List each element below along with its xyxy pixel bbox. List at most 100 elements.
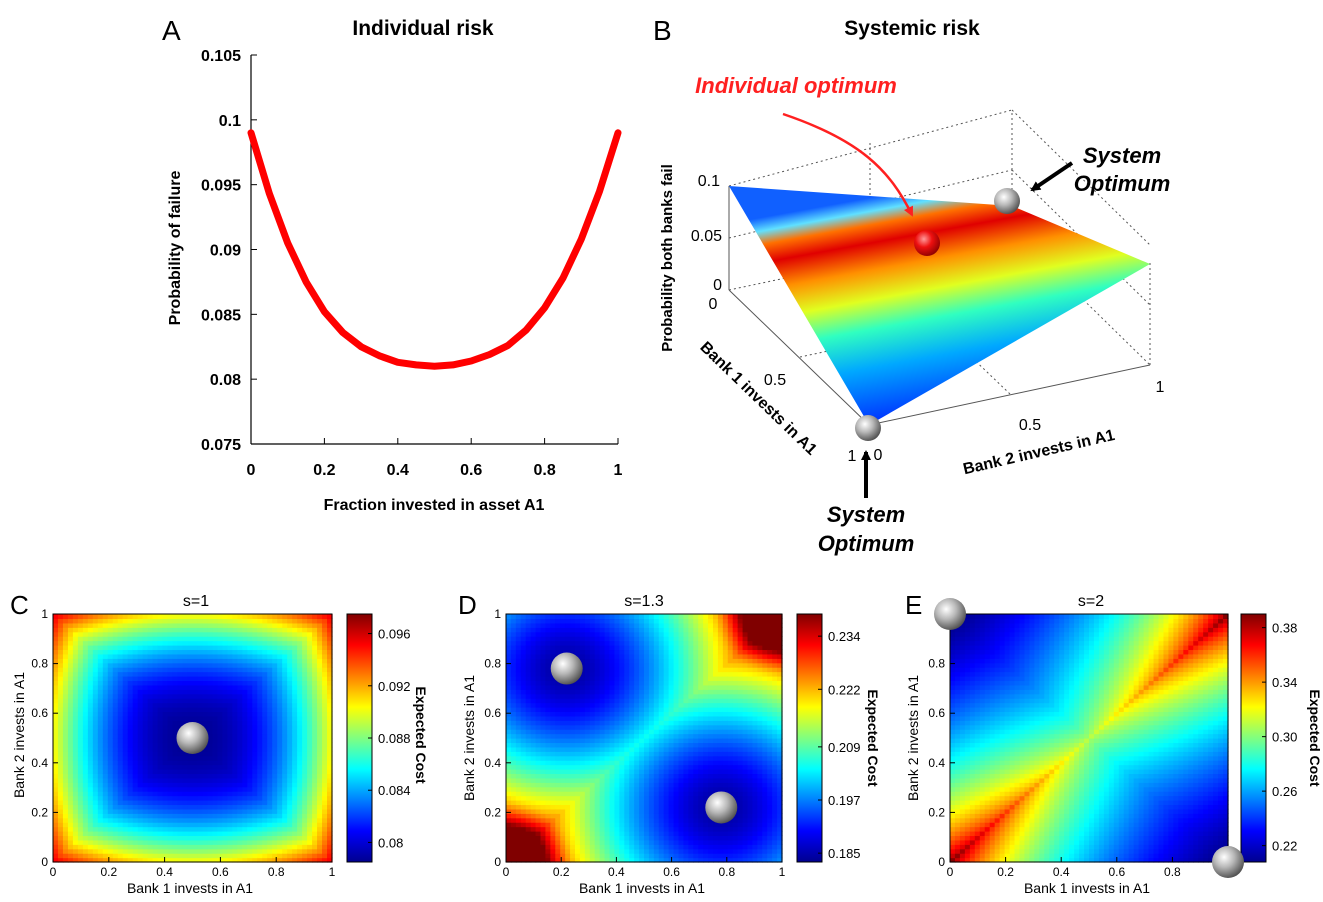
heatmap-cell [287, 684, 293, 690]
heatmap-cell [53, 715, 59, 721]
heatmap-cell [167, 733, 174, 739]
heatmap-cell [589, 676, 596, 682]
heatmap-cell [639, 698, 645, 704]
heatmap-cell [207, 724, 214, 730]
heatmap-cell [614, 760, 620, 766]
heatmap-cell [599, 618, 606, 624]
heatmap-cell [570, 640, 576, 646]
heatmap-cell [535, 707, 542, 713]
heatmap-cell [307, 777, 313, 783]
panel-b-ytick-1: 1 [848, 448, 857, 465]
heatmap-cell [187, 817, 194, 823]
heatmap-cell [77, 618, 84, 624]
heatmap-cell [545, 662, 551, 668]
heatmap-cell [122, 839, 129, 845]
heatmap-cell [634, 680, 640, 686]
heatmap-cell [117, 684, 124, 690]
heatmap-cell [639, 711, 645, 717]
heatmap-cell [520, 649, 527, 655]
heatmap-cell [322, 831, 328, 837]
heatmap-cell [579, 724, 586, 730]
heatmap-cell [287, 711, 293, 717]
heatmap-cell [217, 636, 223, 642]
heatmap-cell [82, 693, 89, 699]
heatmap-cell [584, 724, 591, 730]
heatmap-cell [157, 645, 164, 651]
heatmap-cell [172, 786, 179, 792]
heatmap-cell [550, 795, 556, 801]
heatmap-cell [217, 822, 223, 828]
heatmap-cell [122, 817, 129, 823]
heatmap-cell [594, 715, 601, 721]
heatmap-cell [565, 636, 571, 642]
heatmap-cell [550, 822, 556, 828]
heatmap-cell [247, 693, 253, 699]
heatmap-cell [327, 777, 333, 783]
heatmap-cell [653, 636, 660, 642]
heatmap-cell [157, 627, 164, 633]
heatmap-cell [312, 631, 318, 637]
heatmap-cell [62, 826, 69, 832]
heatmap-cell [132, 733, 139, 739]
panel-a-curve [247, 129, 622, 370]
heatmap-cell [107, 676, 114, 682]
heatmap-cell [232, 746, 238, 752]
heatmap-cell [152, 782, 159, 788]
heatmap-cell [137, 831, 144, 837]
heatmap-cell [292, 738, 298, 744]
heatmap-cell [132, 808, 139, 814]
heatmap-cell [112, 622, 119, 628]
heatmap-cell [570, 755, 576, 761]
heatmap-cell [634, 760, 640, 766]
heatmap-cell [634, 782, 640, 788]
heatmap-cell [555, 835, 561, 841]
heatmap-cell [172, 680, 179, 686]
heatmap-cell [137, 649, 144, 655]
heatmap-cell [142, 773, 149, 779]
heatmap-cell [565, 804, 571, 810]
heatmap-cell [247, 733, 253, 739]
heatmap-cell [192, 653, 199, 659]
heatmap-cell [302, 627, 308, 633]
heatmap-cell [272, 645, 278, 651]
heatmap-cell [192, 795, 199, 801]
heatmap-cell [82, 645, 89, 651]
heatmap-cell [297, 835, 303, 841]
heatmap-cell [92, 720, 99, 726]
heatmap-cell [530, 742, 537, 748]
heatmap-cell [648, 631, 655, 637]
heatmap-cell [609, 853, 616, 859]
heatmap-cell [157, 777, 164, 783]
heatmap-cell [545, 649, 551, 655]
heatmap-cell [237, 671, 243, 677]
heatmap-cell [282, 777, 288, 783]
heatmap-cell [327, 835, 333, 841]
heatmap-cell [252, 764, 258, 770]
heatmap-cell [217, 782, 223, 788]
heatmap-cell [257, 777, 263, 783]
heatmap-cell [197, 622, 204, 628]
panel-a: A Individual risk 0.0750.080.0850.090.09… [162, 15, 623, 514]
heatmap-cell [162, 751, 169, 757]
heatmap-cell [127, 857, 134, 863]
heatmap-cell [535, 844, 542, 850]
heatmap-cell [322, 751, 328, 757]
heatmap-cell [132, 795, 139, 801]
heatmap-cell [575, 755, 581, 761]
heatmap-cell [639, 751, 645, 757]
heatmap-cell [137, 684, 144, 690]
heatmap-cell [53, 804, 59, 810]
heatmap-cell [192, 636, 199, 642]
heatmap-cell [187, 689, 194, 695]
heatmap-cell [117, 746, 124, 752]
heatmap-cell [282, 813, 288, 819]
heatmap-cell [157, 848, 164, 854]
heatmap-cell [82, 676, 89, 682]
heatmap-cell [540, 684, 547, 690]
heatmap-cell [87, 764, 94, 770]
heatmap-cell [177, 622, 184, 628]
heatmap-cell [142, 702, 149, 708]
heatmap-cell [653, 614, 660, 620]
heatmap-cell [327, 738, 333, 744]
heatmap-cell [102, 636, 109, 642]
